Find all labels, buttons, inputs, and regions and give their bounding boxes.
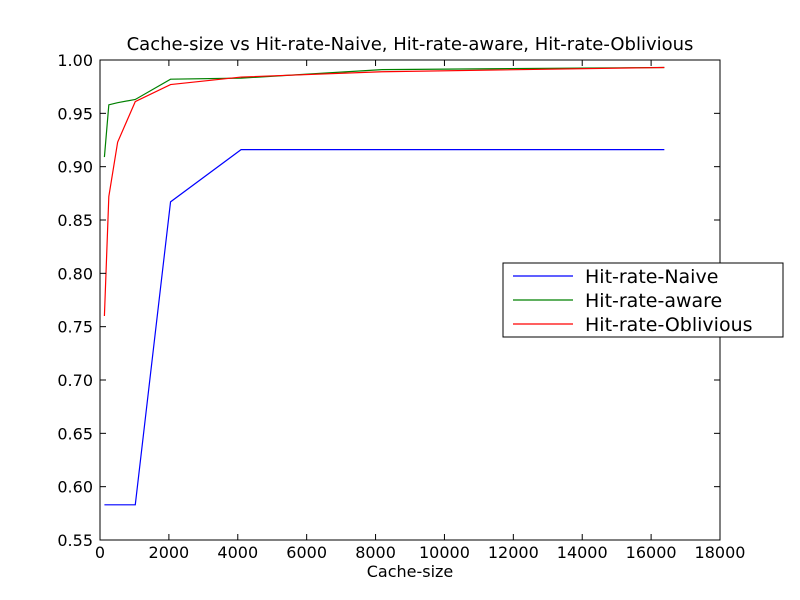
x-tick-label: 6000 <box>286 543 327 562</box>
x-tick-label: 12000 <box>488 543 539 562</box>
x-tick-label: 14000 <box>557 543 608 562</box>
x-tick-label: 2000 <box>149 543 190 562</box>
series-line-1 <box>103 66 665 158</box>
x-tick-label: 4000 <box>217 543 258 562</box>
legend-label: Hit-rate-Oblivious <box>585 314 753 336</box>
y-tick-label: 0.90 <box>57 158 93 177</box>
ticks-layer: 0 2000 4000 6000 8000 10000 12000 14000 16000 180… <box>57 51 745 562</box>
x-tick-label: 16000 <box>626 543 677 562</box>
legend-items: Hit-rate-NaiveHit-rate-awareHit-rate-Obl… <box>513 266 753 336</box>
series-layer <box>103 66 665 506</box>
legend-label: Hit-rate-aware <box>585 290 722 312</box>
y-tick-label: 0.75 <box>57 318 93 337</box>
y-tick-label: 0.70 <box>57 371 93 390</box>
y-tick-label: 0.85 <box>57 211 93 230</box>
series-line-0 <box>104 149 665 506</box>
x-tick-label: 10000 <box>419 543 470 562</box>
x-tick-label: 0 <box>95 543 105 562</box>
x-tick-label: 18000 <box>695 543 746 562</box>
legend: Hit-rate-NaiveHit-rate-awareHit-rate-Obl… <box>502 262 784 338</box>
x-tick-label: 8000 <box>355 543 396 562</box>
y-tick-label: 0.60 <box>57 478 93 497</box>
chart-title: Cache-size vs Hit-rate-Naive, Hit-rate-a… <box>127 34 694 55</box>
y-tick-label: 1.00 <box>57 51 93 70</box>
y-tick-label: 0.55 <box>57 531 93 550</box>
series-line-2 <box>103 66 665 317</box>
legend-label: Hit-rate-Naive <box>585 266 718 288</box>
y-tick-label: 0.80 <box>57 264 93 283</box>
y-tick-label: 0.65 <box>57 424 93 443</box>
x-axis-label: Cache-size <box>367 562 454 581</box>
y-tick-label: 0.95 <box>57 104 93 123</box>
